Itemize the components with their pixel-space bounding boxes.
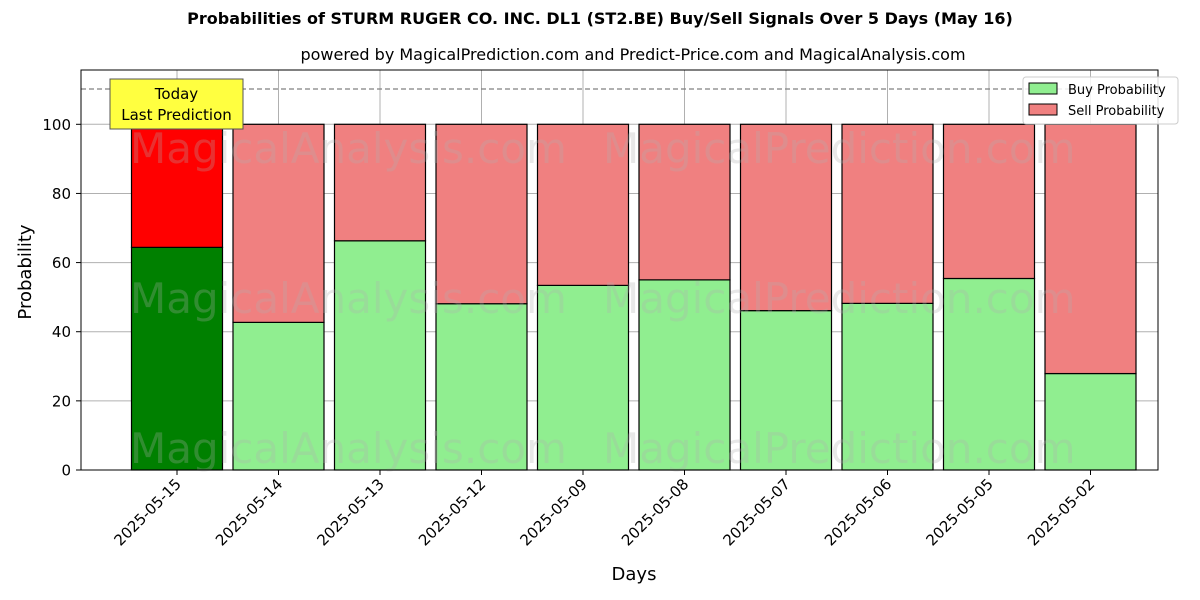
x-tick-label: 2025-05-14 bbox=[212, 475, 286, 549]
bar-buy bbox=[739, 310, 833, 471]
x-tick-label: 2025-05-05 bbox=[922, 475, 996, 549]
y-tick-label: 60 bbox=[52, 254, 71, 272]
bar-sell bbox=[333, 123, 427, 242]
watermark-text: MagicalAnalysis.com bbox=[130, 424, 567, 473]
plot-frame bbox=[80, 69, 1159, 471]
legend-label-buy: Buy Probability bbox=[1068, 83, 1166, 98]
y-axis: 0 20 40 60 80 100 bbox=[42, 116, 81, 480]
bar-buy bbox=[130, 246, 224, 471]
watermark-text: MagicalPrediction.com bbox=[603, 274, 1076, 323]
y-tick-label: 100 bbox=[42, 116, 71, 134]
annotation-line1: Today bbox=[154, 85, 199, 103]
annotation-today: Today Last Prediction bbox=[109, 78, 244, 130]
x-tick-label: 2025-05-13 bbox=[313, 475, 387, 549]
bar-buy bbox=[333, 240, 427, 471]
bar-sell bbox=[739, 123, 833, 312]
bar-sell bbox=[1044, 123, 1137, 375]
legend: Buy Probability Sell Probability bbox=[1022, 76, 1179, 125]
y-tick-label: 0 bbox=[61, 462, 71, 480]
bar-buy bbox=[232, 321, 325, 471]
bar-sell bbox=[435, 123, 528, 305]
legend-swatch-sell bbox=[1028, 103, 1058, 116]
x-tick-label: 2025-05-02 bbox=[1024, 475, 1098, 549]
annotation-line2: Last Prediction bbox=[121, 106, 232, 124]
x-tick-label: 2025-05-12 bbox=[415, 475, 489, 549]
bar-sell bbox=[536, 123, 630, 286]
x-tick-label: 2025-05-07 bbox=[719, 475, 793, 549]
bar-buy bbox=[435, 303, 528, 471]
watermarks: MagicalAnalysis.com MagicalPrediction.com… bbox=[130, 124, 1076, 473]
watermark-text: MagicalPrediction.com bbox=[603, 424, 1076, 473]
bar-buy bbox=[841, 302, 934, 471]
legend-label-sell: Sell Probability bbox=[1068, 104, 1165, 119]
y-tick-label: 40 bbox=[52, 323, 71, 341]
bar-buy bbox=[536, 284, 630, 471]
y-tick-label: 20 bbox=[52, 392, 71, 410]
watermark-text: MagicalAnalysis.com bbox=[130, 124, 567, 173]
chart-title: Probabilities of STURM RUGER CO. INC. DL… bbox=[187, 9, 1013, 28]
y-tick-label: 80 bbox=[52, 185, 71, 203]
bar-buy bbox=[1044, 372, 1137, 471]
bars bbox=[130, 123, 1137, 471]
x-axis-label: Days bbox=[612, 564, 657, 585]
y-axis-label: Probability bbox=[15, 224, 36, 319]
x-tick-label: 2025-05-08 bbox=[618, 475, 692, 549]
bar-sell bbox=[232, 123, 325, 323]
bar-sell bbox=[942, 123, 1036, 280]
bar-sell bbox=[841, 123, 934, 304]
legend-swatch-buy bbox=[1028, 82, 1058, 95]
bar-buy bbox=[638, 279, 731, 471]
bar-sell bbox=[130, 123, 224, 248]
watermark-text: MagicalAnalysis.com bbox=[130, 274, 567, 323]
chart-subtitle: powered by MagicalPrediction.com and Pre… bbox=[300, 45, 966, 64]
bar-buy bbox=[942, 277, 1036, 471]
x-tick-label: 2025-05-09 bbox=[516, 475, 590, 549]
watermark-text: MagicalPrediction.com bbox=[603, 124, 1076, 173]
x-tick-label: 2025-05-15 bbox=[110, 475, 184, 549]
bar-sell bbox=[638, 123, 731, 281]
x-tick-label: 2025-05-06 bbox=[821, 475, 895, 549]
x-axis: 2025-05-15 2025-05-14 2025-05-13 2025-05-12… bbox=[110, 470, 1098, 549]
